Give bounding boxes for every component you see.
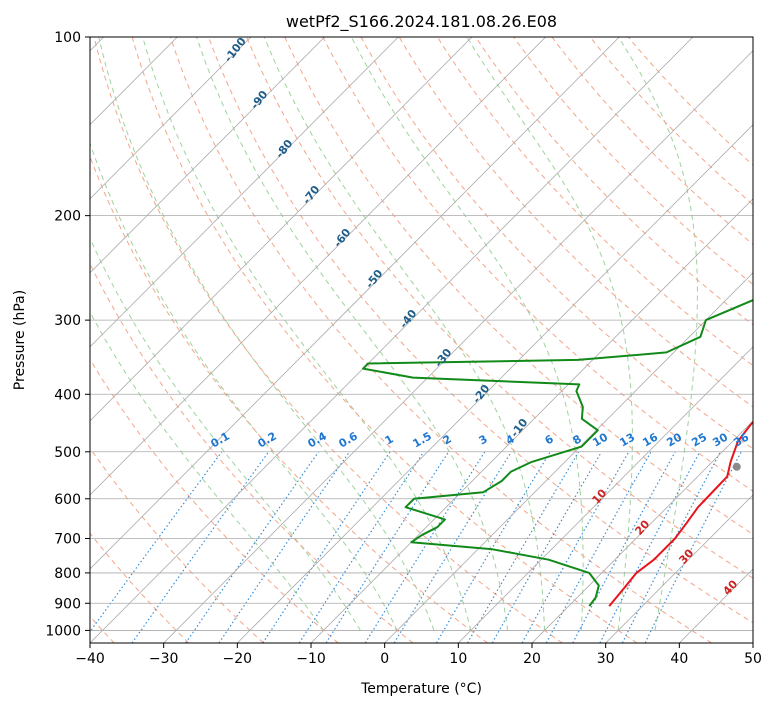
y-tick-label: 1000 — [45, 623, 81, 639]
dry-adiabat-line — [90, 262, 414, 643]
mixing-ratio-line — [90, 451, 223, 633]
mixing-ratio-line — [218, 451, 350, 643]
y-tick-label: 800 — [54, 566, 81, 582]
dry-adiabat-line — [131, 37, 638, 643]
plot-area: 0.1 0.2 0.4 0.6 1 1.5 2 3 4 6 8 10 13 16 20 25 30 36-100-… — [90, 37, 753, 643]
x-tick-label: −40 — [75, 651, 105, 667]
dry-adiabat-line — [398, 37, 753, 408]
moist-adiabat-line — [90, 237, 361, 631]
y-tick-label: 600 — [54, 492, 81, 508]
moist-adiabat-line — [466, 37, 633, 631]
isotherm-line — [90, 37, 325, 274]
mixing-ratio-line — [435, 451, 551, 643]
mixing-ratio-line — [325, 451, 450, 643]
x-axis: −40 −30 −20 −10 0 10 20 30 40 50 — [75, 643, 762, 667]
moist-adiabat-line — [90, 141, 398, 631]
x-axis-title: Temperature (°C) — [360, 681, 482, 697]
mixing-ratio-lines — [90, 451, 742, 643]
x-tick-label: 30 — [597, 651, 615, 667]
x-tick-label: −10 — [296, 651, 326, 667]
moist-adiabat-line — [196, 37, 509, 631]
moist-adiabat-line — [263, 37, 545, 631]
chart-title: wetPf2_S166.2024.181.08.26.E08 — [286, 12, 557, 32]
mixing-ratio-line — [364, 451, 486, 643]
isotherm-line — [531, 420, 753, 643]
x-tick-label: −30 — [149, 651, 179, 667]
x-tick-label: 0 — [380, 651, 389, 667]
dry-adiabat-line — [246, 37, 753, 579]
dewpoint-profile — [362, 299, 753, 607]
moist-adiabat-line — [350, 37, 584, 631]
isotherm-line — [90, 37, 620, 570]
x-tick-label: 10 — [449, 651, 467, 667]
x-tick-label: 40 — [670, 651, 688, 667]
moist-adiabat-line — [618, 37, 699, 631]
dry-adiabat-line — [90, 358, 339, 643]
isotherms — [90, 37, 753, 643]
mixing-ratio-line — [521, 451, 630, 643]
x-tick-label: 50 — [744, 651, 762, 667]
mixing-ratio-line — [466, 451, 580, 643]
y-axis: 1000 900 800 700 600 500 400 300 200 100 — [45, 30, 90, 639]
x-tick-label: −20 — [223, 651, 253, 667]
y-tick-label: 500 — [54, 445, 81, 461]
isotherm-line — [90, 37, 546, 496]
mixing-ratio-line — [185, 451, 320, 643]
x-tick-label: 20 — [523, 651, 541, 667]
dry-adiabat-line — [322, 37, 753, 492]
mixing-ratio-line — [131, 451, 270, 643]
profile-series — [362, 299, 753, 607]
dry-adiabat-line — [169, 37, 712, 643]
y-axis-title: Pressure (hPa) — [12, 290, 28, 390]
y-tick-label: 300 — [54, 313, 81, 329]
isotherm-line — [90, 37, 694, 643]
isotherm-line — [163, 50, 753, 643]
y-tick-label: 400 — [54, 387, 81, 403]
isotherm-line — [90, 37, 399, 348]
y-tick-label: 900 — [54, 596, 81, 612]
moist-adiabat-line — [98, 37, 435, 631]
pressure-gridlines — [90, 37, 753, 631]
temperature-profile — [608, 420, 753, 607]
mixing-ratio-line — [393, 451, 512, 643]
isotherm-line — [237, 124, 753, 643]
isotherm-line — [90, 37, 473, 422]
isotherm-line — [384, 272, 753, 643]
dry-adiabat-line — [436, 37, 753, 367]
lcl-marker — [732, 462, 741, 471]
mixing-ratio-line — [491, 451, 603, 643]
plot-frame — [89, 36, 754, 644]
isotherm-line — [605, 494, 753, 643]
isotherm-line — [458, 346, 753, 643]
moist-adiabats — [90, 37, 699, 631]
y-tick-label: 100 — [54, 30, 81, 46]
isotherm-line — [90, 37, 252, 200]
y-tick-label: 200 — [54, 209, 81, 225]
mixing-ratio-line — [572, 451, 676, 643]
dry-adiabat-line — [208, 37, 753, 624]
dry-adiabat-line — [93, 37, 563, 643]
y-tick-label: 700 — [54, 532, 81, 548]
dry-adiabat-line — [90, 532, 190, 643]
